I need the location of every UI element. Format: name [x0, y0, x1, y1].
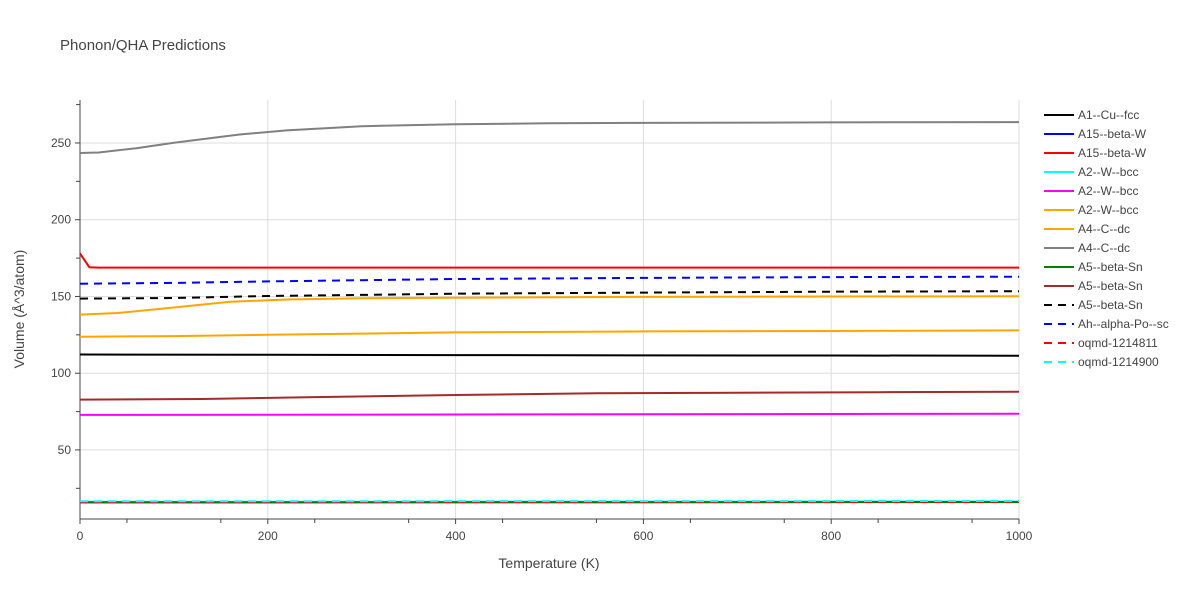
legend-item-label[interactable]: A1--Cu--fcc	[1078, 108, 1139, 122]
legend-item-label[interactable]: Ah--alpha-Po--sc	[1078, 317, 1169, 331]
legend-item-label[interactable]: A4--C--dc	[1078, 241, 1130, 255]
legend-item-label[interactable]: A2--W--bcc	[1078, 165, 1138, 179]
axes: 0 200 400 600 800 1000 50 100 150 200 250	[51, 100, 1033, 543]
series-line-0[interactable]	[79, 353, 1020, 357]
x-tick-label: 400	[446, 529, 466, 543]
legend-item-label[interactable]: A5--beta-Sn	[1078, 279, 1143, 293]
series-line-6[interactable]	[79, 295, 1020, 316]
y-tick-label: 100	[51, 366, 71, 380]
legend-item-label[interactable]: A5--beta-Sn	[1078, 260, 1143, 274]
series-line-11[interactable]	[79, 275, 1020, 285]
y-tick-label: 250	[51, 136, 71, 150]
series-line-10[interactable]	[79, 290, 1020, 300]
series-line-2[interactable]	[79, 252, 1019, 269]
x-tick-label: 800	[821, 529, 841, 543]
x-tick-label: 600	[633, 529, 653, 543]
legend-item-label[interactable]: A2--W--bcc	[1078, 184, 1138, 198]
y-tick-label: 150	[51, 289, 71, 303]
legend-item-label[interactable]: A5--beta-Sn	[1078, 298, 1143, 312]
legend-item-label[interactable]: A15--beta-W	[1078, 146, 1147, 160]
series-line-7[interactable]	[79, 121, 1020, 154]
legend[interactable]: A1--Cu--fcc A15--beta-W A15--beta-W A2--W--…	[1044, 108, 1169, 369]
x-tick-label: 0	[77, 529, 84, 543]
series-line-9[interactable]	[79, 390, 1020, 401]
x-axis-title: Temperature (K)	[498, 555, 599, 571]
x-tick-label: 200	[258, 529, 278, 543]
y-tick-label: 50	[58, 443, 72, 457]
legend-item-label[interactable]: oqmd-1214900	[1078, 355, 1159, 369]
legend-item-label[interactable]: oqmd-1214811	[1078, 336, 1158, 350]
y-axis-title: Volume (Å^3/atom)	[11, 250, 27, 369]
series-line-4[interactable]	[79, 412, 1020, 416]
grid	[79, 100, 1020, 519]
legend-item-label[interactable]: A2--W--bcc	[1078, 203, 1138, 217]
legend-item-label[interactable]: A15--beta-W	[1078, 127, 1147, 141]
plot-area	[79, 121, 1020, 504]
series-line-5[interactable]	[79, 329, 1020, 338]
x-tick-label: 1000	[1006, 529, 1033, 543]
y-tick-label: 200	[51, 213, 71, 227]
chart-title: Phonon/QHA Predictions	[60, 37, 226, 54]
legend-item-label[interactable]: A4--C--dc	[1078, 222, 1130, 236]
